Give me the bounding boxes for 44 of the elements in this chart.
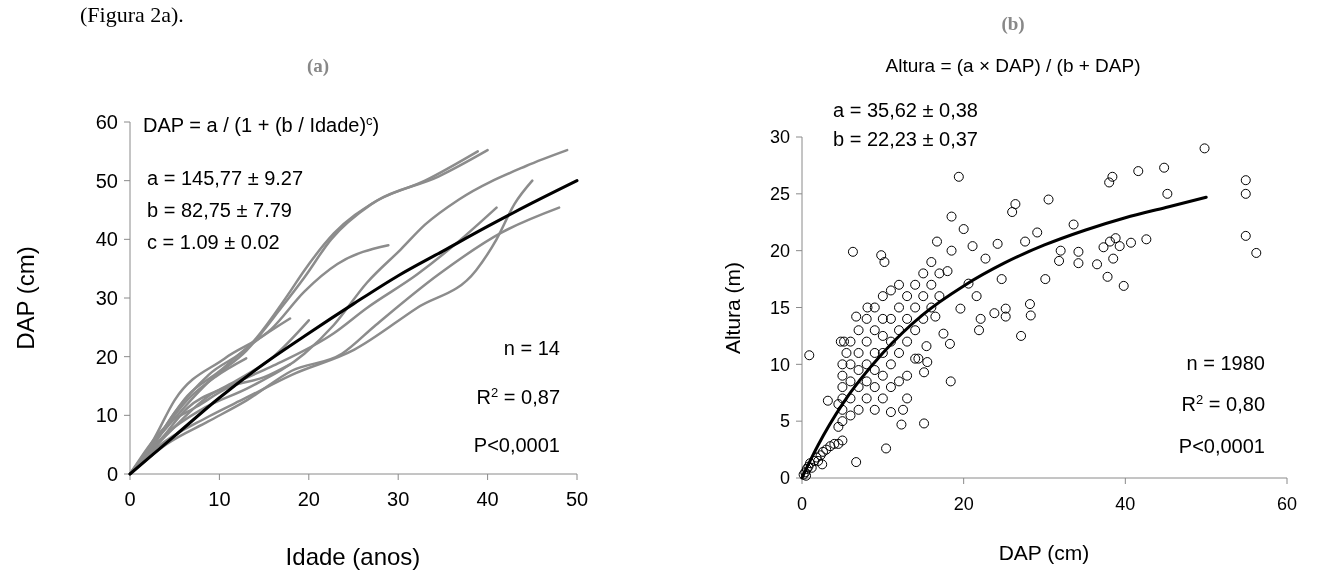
- annotation: R$^{2}$ = 0,80: [1181, 391, 1265, 415]
- y-tick-label: 30: [769, 127, 790, 148]
- x-tick-label: 10: [208, 488, 231, 510]
- chart-subtitle: Altura = (a × DAP) / (b + DAP): [885, 55, 1141, 76]
- x-tick-label: 20: [953, 494, 974, 514]
- y-tick-label: 40: [95, 228, 118, 251]
- y-axis-title: DAP (cm): [12, 246, 39, 350]
- y-tick-label: 10: [769, 354, 790, 375]
- y-tick-label: 10: [95, 404, 118, 427]
- y-tick-label: 20: [769, 240, 790, 261]
- y-tick-label: 15: [769, 297, 790, 318]
- x-tick-label: 60: [1276, 494, 1298, 514]
- y-tick-label: 20: [95, 345, 118, 368]
- chart-title: (a): [306, 55, 330, 77]
- y-tick-label: 0: [779, 468, 790, 489]
- y-tick-label: 30: [95, 287, 118, 309]
- annotation: b = 22,23 ± 0,37: [833, 128, 978, 150]
- x-tick-label: 20: [297, 488, 320, 510]
- x-axis-title: DAP (cm): [998, 541, 1090, 564]
- annotation: b = 82,75 ± 7.79: [147, 199, 292, 221]
- x-tick-label: 0: [124, 488, 136, 510]
- annotation: DAP = a / (1 + (b / Idade)$^{c}$): [143, 112, 380, 136]
- text: a = 35,62 ± 0,38: [833, 99, 978, 121]
- x-tick-label: 40: [476, 488, 499, 510]
- x-axis-title: Idade (anos): [285, 543, 421, 570]
- y-tick-label: 0: [106, 463, 118, 485]
- y-axis-title: Altura (m): [721, 261, 744, 355]
- y-tick-label: 60: [95, 111, 118, 133]
- annotation: P<0,0001: [473, 434, 560, 456]
- y-tick-label: 50: [95, 169, 118, 192]
- x-tick-label: 30: [387, 488, 410, 510]
- annotation: R$^{2}$ = 0,87: [476, 384, 560, 408]
- annotation: c = 1.09 ± 0.02: [147, 231, 280, 253]
- chart-title: (b): [1001, 13, 1025, 35]
- annotation: a = 145,77 ± 9.27: [147, 167, 304, 189]
- y-tick-label: 5: [779, 411, 790, 432]
- annotation: P<0,0001: [1178, 435, 1265, 457]
- annotation: n = 14: [503, 337, 560, 359]
- y-tick-label: 25: [769, 184, 790, 205]
- annotation: n = 1980: [1186, 352, 1265, 374]
- text: (Figura 2a).: [80, 2, 184, 27]
- x-tick-label: 40: [1115, 494, 1136, 514]
- x-tick-label: 0: [796, 494, 808, 514]
- x-tick-label: 50: [565, 488, 589, 510]
